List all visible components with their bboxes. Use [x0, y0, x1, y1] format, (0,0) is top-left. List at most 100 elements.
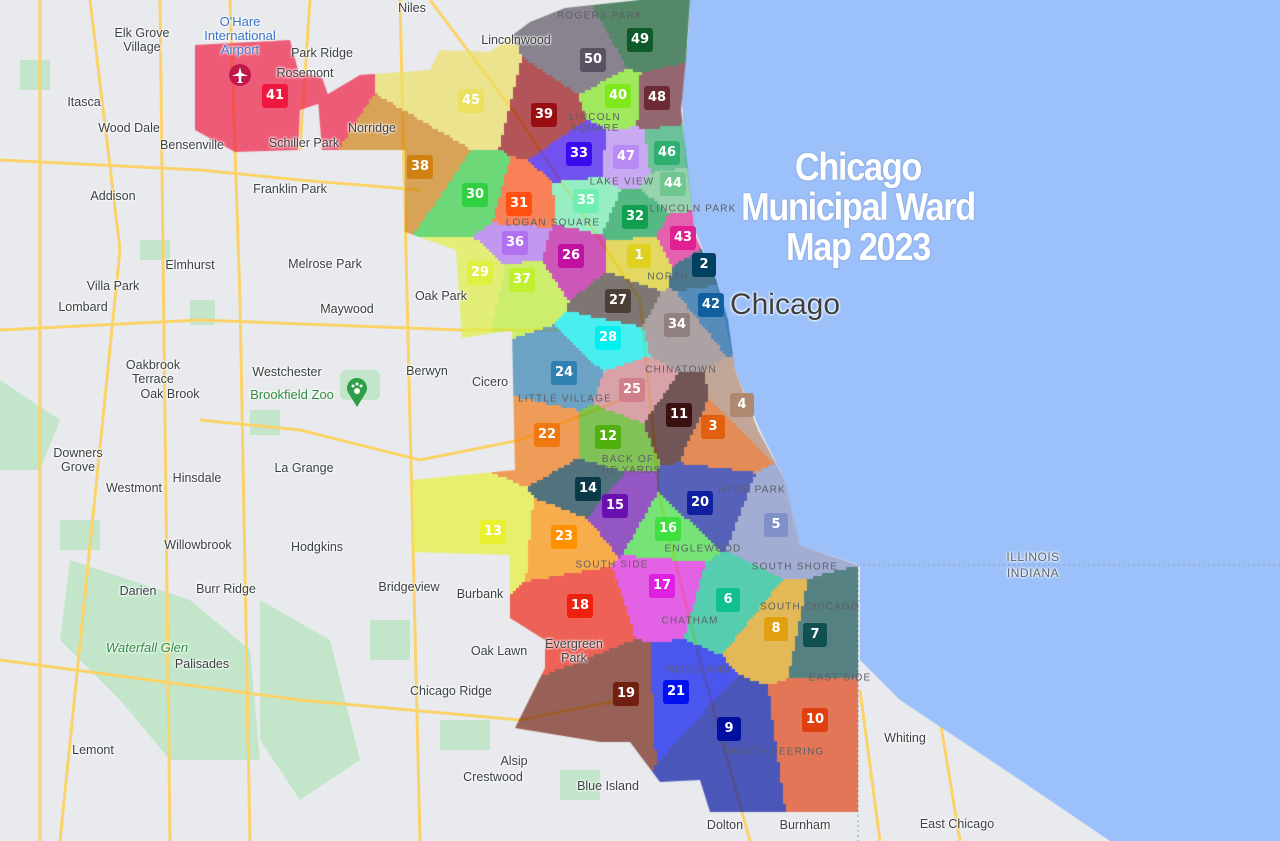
place-label: Dolton — [706, 818, 744, 832]
zoo-paw-icon — [347, 378, 367, 407]
place-label: Chicago — [729, 288, 841, 321]
ward-label[interactable]: 11 — [665, 403, 693, 427]
place-label: Oak Park — [414, 289, 468, 303]
place-label: Cicero — [471, 375, 509, 389]
neighborhood-label: LAKE VIEW — [589, 176, 655, 188]
ward-label[interactable]: 2 — [692, 253, 716, 277]
place-label: Park Ridge — [291, 46, 353, 60]
ward-label[interactable]: 22 — [533, 423, 561, 447]
place-label: Downers Grove — [53, 446, 103, 474]
ward-label[interactable]: 24 — [550, 361, 578, 385]
place-label: Villa Park — [86, 279, 140, 293]
place-label: East Chicago — [919, 817, 995, 831]
neighborhood-label: SOUTH SHORE — [751, 561, 839, 573]
place-label: Maywood — [320, 302, 374, 316]
ward-label[interactable]: 42 — [697, 293, 725, 317]
place-label: Lincolnwood — [481, 33, 551, 47]
neighborhood-label: ROGERS PARK — [557, 10, 643, 22]
place-label: O'Hare International Airport — [204, 14, 276, 57]
place-label: Oak Brook — [140, 387, 200, 401]
ward-label[interactable]: 50 — [579, 48, 607, 72]
ward-label[interactable]: 9 — [717, 717, 741, 741]
ward-label[interactable]: 6 — [716, 588, 740, 612]
ward-label[interactable]: 38 — [406, 155, 434, 179]
place-label: Evergreen Park — [545, 637, 603, 665]
ward-label[interactable]: 37 — [508, 268, 536, 292]
ward-label[interactable]: 44 — [659, 172, 687, 196]
ward-label[interactable]: 39 — [530, 103, 558, 127]
place-label: Bensenville — [160, 138, 224, 152]
place-label: Blue Island — [577, 779, 639, 793]
place-label: Itasca — [67, 95, 101, 109]
ward-label[interactable]: 43 — [669, 226, 697, 250]
ward-label[interactable]: 31 — [505, 192, 533, 216]
ward-label[interactable]: 17 — [648, 574, 676, 598]
title-line: Chicago — [794, 146, 922, 189]
neighborhood-label: NORTH — [647, 271, 689, 283]
ward-label[interactable]: 4 — [730, 393, 754, 417]
ward-label[interactable]: 23 — [550, 525, 578, 549]
neighborhood-label: ROSELAND — [666, 664, 732, 676]
neighborhood-label: ENGLEWOOD — [664, 543, 742, 555]
ward-label[interactable]: 16 — [654, 517, 682, 541]
place-label: Burnham — [779, 818, 831, 832]
neighborhood-label: LINCOLN SQUARE — [569, 112, 621, 134]
ward-label[interactable]: 1 — [627, 244, 651, 268]
ward-label[interactable]: 13 — [479, 520, 507, 544]
place-label: Franklin Park — [253, 182, 327, 196]
ward-label[interactable]: 21 — [662, 680, 690, 704]
ward-label[interactable]: 29 — [466, 261, 494, 285]
neighborhood-label: LOGAN SQUARE — [505, 217, 601, 229]
title-line: Municipal Ward — [741, 186, 976, 229]
ward-label[interactable]: 5 — [764, 513, 788, 537]
place-label: Westmont — [105, 481, 163, 495]
ward-label[interactable]: 19 — [612, 682, 640, 706]
ward-label[interactable]: 40 — [604, 84, 632, 108]
neighborhood-label: EAST SIDE — [808, 672, 872, 684]
ward-label[interactable]: 47 — [612, 145, 640, 169]
ward-label[interactable]: 25 — [618, 378, 646, 402]
ward-label[interactable]: 14 — [574, 477, 602, 501]
ward-label[interactable]: 12 — [594, 425, 622, 449]
ward-label[interactable]: 26 — [557, 244, 585, 268]
ward-label[interactable]: 48 — [643, 86, 671, 110]
place-label: Rosemont — [276, 66, 334, 80]
neighborhood-label: SOUTH DEERING — [725, 746, 825, 758]
ward-label[interactable]: 41 — [261, 84, 289, 108]
ward-label[interactable]: 28 — [594, 326, 622, 350]
place-label: Berwyn — [406, 364, 448, 378]
ward-label[interactable]: 15 — [601, 494, 629, 518]
place-label: Westchester — [252, 365, 322, 379]
ward-label[interactable]: 46 — [653, 141, 681, 165]
place-label: Hodgkins — [290, 540, 344, 554]
place-label: Burbank — [456, 587, 504, 601]
ward-label[interactable]: 32 — [621, 205, 649, 229]
ward-label[interactable]: 36 — [501, 231, 529, 255]
place-label: Darien — [119, 584, 157, 598]
ward-label[interactable]: 27 — [604, 289, 632, 313]
map-title: Chicago Municipal Ward Map 2023 — [741, 146, 976, 268]
place-label: INDIANA — [1006, 566, 1060, 580]
place-label: Wood Dale — [98, 121, 160, 135]
neighborhood-label: CHATHAM — [661, 615, 719, 627]
ward-label[interactable]: 3 — [701, 415, 725, 439]
ward-label[interactable]: 18 — [566, 594, 594, 618]
ward-label[interactable]: 10 — [801, 708, 829, 732]
ward-label[interactable]: 20 — [686, 491, 714, 515]
place-label: La Grange — [274, 461, 334, 475]
place-label: Palisades — [174, 657, 230, 671]
ward-label[interactable]: 49 — [626, 28, 654, 52]
ward-label[interactable]: 7 — [803, 623, 827, 647]
ward-label[interactable]: 33 — [565, 142, 593, 166]
ward-label[interactable]: 30 — [461, 183, 489, 207]
place-label: ILLINOIS — [1006, 550, 1060, 564]
ward-label[interactable]: 34 — [663, 313, 691, 337]
place-label: Lemont — [72, 743, 114, 757]
ward-label[interactable]: 8 — [764, 617, 788, 641]
ward-label[interactable]: 45 — [457, 89, 485, 113]
place-label: Melrose Park — [288, 257, 362, 271]
place-label: Addison — [90, 189, 136, 203]
ward-label[interactable]: 35 — [572, 189, 600, 213]
neighborhood-label: LITTLE VILLAGE — [517, 393, 613, 405]
